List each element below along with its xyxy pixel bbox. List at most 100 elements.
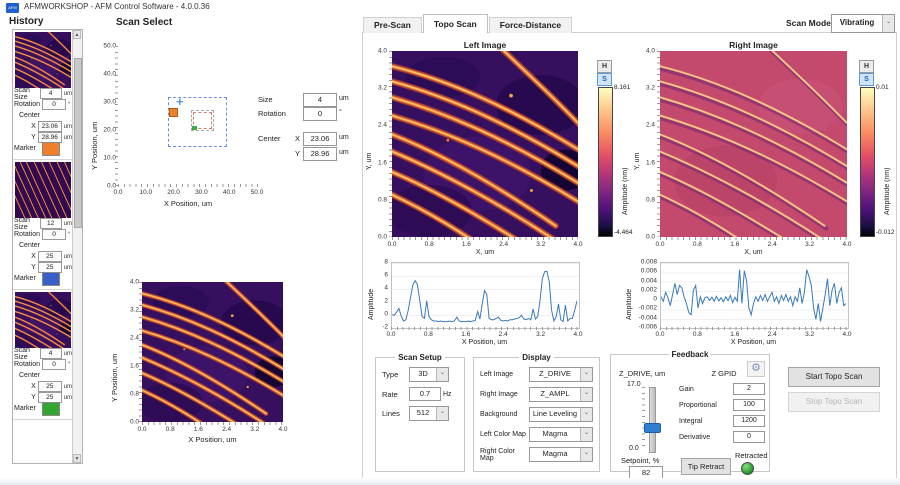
proportional-field[interactable]: 100: [733, 399, 765, 411]
left-image-title: Left Image: [463, 40, 507, 50]
scan-setup-rows: Type 3D ⌄ Rate 0.7 Hz Lines 512 ⌄: [376, 367, 464, 421]
scan-region-box[interactable]: [168, 97, 227, 147]
lines-dropdown[interactable]: 512 ⌄: [409, 406, 449, 421]
axis-tick-label: 40.0: [222, 189, 236, 196]
center-y-field[interactable]: 28.96: [303, 147, 337, 161]
scan-size-label: Scan Size: [14, 346, 30, 361]
left-image-dropdown[interactable]: Z_DRIVE ⌄: [529, 367, 593, 382]
scan-size-field[interactable]: 4: [39, 348, 62, 359]
right-image-dropdown[interactable]: Z_AMPL ⌄: [529, 387, 593, 402]
tab-pre-scan[interactable]: Pre-Scan: [363, 17, 422, 33]
gain-field[interactable]: 2: [733, 383, 765, 395]
window-bottom-edge: [0, 478, 900, 485]
right-colorbar-label: Amplitude (nm): [884, 167, 891, 215]
axis-tick-label: 20.0: [103, 126, 116, 134]
z-gpid-title: Z GPID: [711, 369, 737, 378]
z-drive-slider-handle[interactable]: [644, 423, 661, 433]
stage-marker[interactable]: [169, 108, 178, 117]
size-field[interactable]: 4: [303, 93, 337, 107]
chevron-down-icon[interactable]: ⌄: [580, 368, 592, 381]
right-profile-y-ticks: 0.008 0.006 0.004 0.002 0 -0.002 -0.004 -0.006: [632, 258, 657, 331]
scrollbar-thumb[interactable]: [74, 58, 82, 228]
z-drive-label: Z_DRIVE, um: [619, 369, 666, 378]
tip-retract-button[interactable]: Tip Retract: [681, 458, 731, 475]
background-label: Background: [480, 411, 518, 418]
axis-tick-label: 0.0: [129, 418, 139, 426]
tab-force-distance[interactable]: Force-Distance: [488, 17, 573, 33]
scroll-down-icon[interactable]: ▼: [73, 454, 81, 463]
gear-icon[interactable]: ⚙: [747, 361, 765, 377]
chevron-down-icon[interactable]: ⌄: [580, 428, 592, 441]
left-profile-plot: [391, 262, 580, 329]
history-item[interactable]: Scan Size 4 um Rotation 0 ° Center X 23.06 um …: [13, 30, 73, 160]
integral-field[interactable]: 1200: [733, 415, 765, 427]
history-scrollbar[interactable]: ▲ ▼: [72, 30, 82, 463]
unit-label: °: [68, 101, 71, 108]
history-thumbnail[interactable]: [15, 162, 71, 218]
chevron-down-icon[interactable]: ⌄: [882, 15, 894, 32]
marker-swatch[interactable]: [42, 401, 60, 416]
chevron-down-icon[interactable]: ⌄: [580, 448, 592, 461]
rotation-field[interactable]: 0: [42, 99, 66, 110]
axis-tick-label: 1.6: [645, 159, 655, 167]
axis-tick-label: 0.008: [640, 258, 657, 266]
axis-tick-label: -0.002: [638, 304, 657, 312]
rate-field[interactable]: 0.7: [409, 387, 441, 401]
right-profile-plot: [660, 262, 849, 329]
right-signal-button[interactable]: S: [859, 73, 874, 86]
axis-tick-label: 10.0: [103, 154, 116, 162]
rotation-unit: °: [339, 109, 342, 116]
scan-select-x-axis-label: X Position, um: [163, 199, 213, 208]
axis-tick-label: 0.0: [137, 426, 147, 433]
tab-topo-scan[interactable]: Topo Scan: [422, 14, 488, 33]
center-x-field[interactable]: 25: [37, 381, 62, 392]
rotation-field[interactable]: 0: [303, 107, 337, 121]
right-profile-x-ticks: 0.0 0.8 1.6 2.4 3.2 4.0: [655, 331, 851, 339]
stop-topo-scan-button[interactable]: Stop Topo Scan: [788, 392, 880, 412]
retracted-led-indicator: [741, 462, 754, 475]
feedback-panel: Feedback ⚙ Z_DRIVE, um 17.0 0.0 Setpoint…: [610, 350, 770, 479]
marker-swatch[interactable]: [42, 271, 60, 286]
chevron-down-icon[interactable]: ⌄: [580, 408, 592, 421]
start-topo-scan-button[interactable]: Start Topo Scan: [788, 367, 880, 387]
axis-tick-label: 0: [653, 295, 657, 303]
scan-size-field[interactable]: 4: [39, 88, 62, 99]
history-thumbnail[interactable]: [15, 292, 71, 348]
axis-tick-label: 1.6: [193, 426, 203, 433]
rotation-label: Rotation: [14, 101, 41, 108]
axis-tick-label: 3.2: [805, 331, 815, 338]
z-drive-slider-track[interactable]: [649, 387, 656, 453]
preview-x-tickmarks: [142, 422, 283, 425]
derivative-field[interactable]: 0: [733, 431, 765, 443]
history-thumbnail[interactable]: [15, 32, 71, 88]
right-color-map-dropdown[interactable]: Magma ⌄: [529, 447, 593, 462]
rotation-field[interactable]: 0: [42, 359, 66, 370]
scroll-up-icon[interactable]: ▲: [73, 30, 81, 39]
left-color-map-dropdown[interactable]: Magma ⌄: [529, 427, 593, 442]
scan-center-crosshair[interactable]: +: [176, 94, 184, 109]
center-x-field[interactable]: 23.06: [37, 121, 62, 132]
scan-setup-title: Scan Setup: [398, 353, 442, 362]
chevron-down-icon[interactable]: ⌄: [436, 407, 448, 420]
scan-size-field[interactable]: 12: [39, 218, 62, 229]
center-x-field[interactable]: 25: [37, 251, 62, 262]
type-dropdown[interactable]: 3D ⌄: [409, 367, 449, 382]
history-item[interactable]: Scan Size 4 um Rotation 0 ° Center X 25 um Y 25…: [13, 290, 73, 420]
marker-swatch[interactable]: [42, 141, 60, 156]
background-dropdown[interactable]: Line Leveling ⌄: [529, 407, 593, 422]
chevron-down-icon[interactable]: ⌄: [580, 388, 592, 401]
scan-mode-dropdown[interactable]: Vibrating ⌄: [831, 14, 895, 33]
scan-select-plot[interactable]: +: [118, 46, 258, 186]
axis-tick-label: 8: [384, 258, 388, 266]
left-signal-button[interactable]: S: [597, 73, 612, 86]
chevron-down-icon[interactable]: ⌄: [436, 368, 448, 381]
rotation-field[interactable]: 0: [42, 229, 66, 240]
center-x-field[interactable]: 23.06: [303, 132, 337, 146]
right-height-button[interactable]: H: [859, 60, 874, 73]
left-height-button[interactable]: H: [597, 60, 612, 73]
left-profile-x-ticks: 0.0 0.8 1.6 2.4 3.2 4.0: [386, 331, 582, 339]
tip-region-box[interactable]: [191, 110, 214, 131]
axis-tick-label: 0.0: [113, 189, 123, 196]
